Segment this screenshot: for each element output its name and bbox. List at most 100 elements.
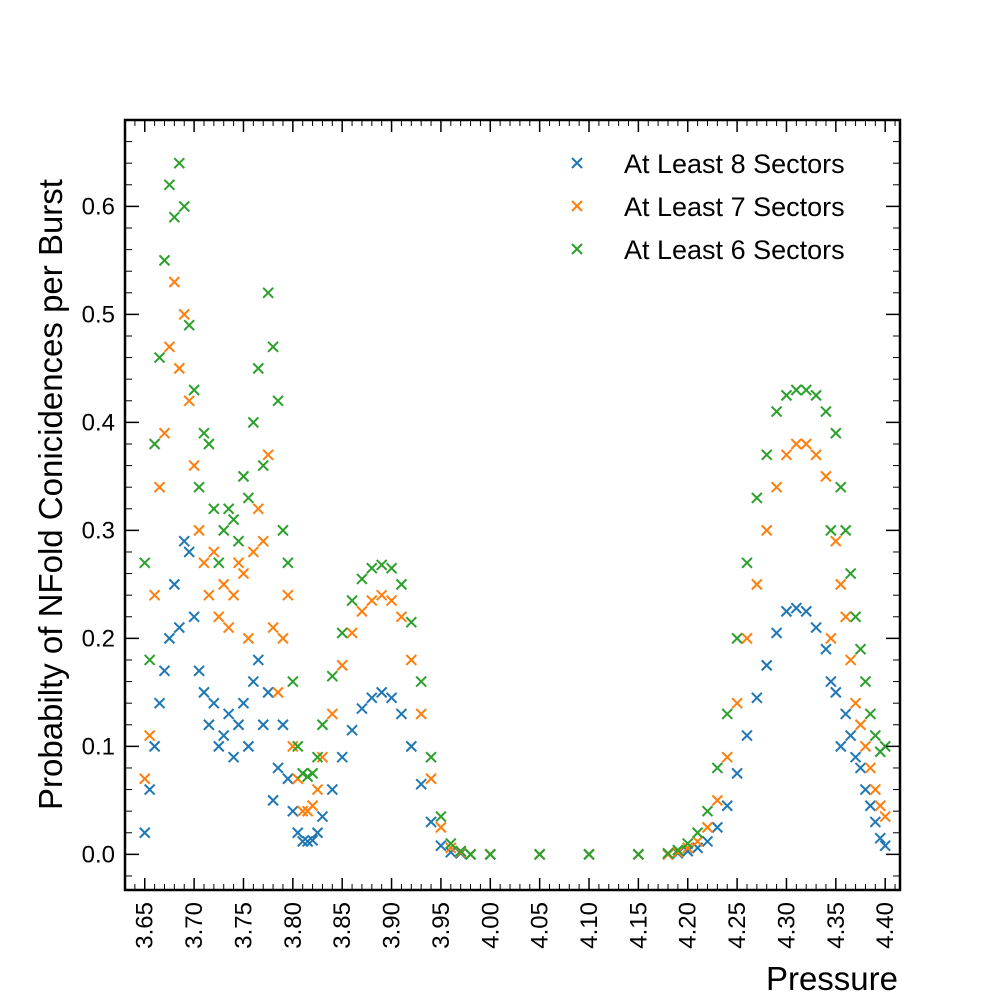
data-point (632, 848, 645, 861)
data-point (213, 611, 225, 623)
data-point (252, 503, 264, 515)
data-point (780, 389, 793, 402)
data-point (227, 589, 240, 601)
data-point (301, 770, 314, 783)
data-point (761, 659, 773, 672)
data-point (218, 578, 230, 591)
legend: At Least 8 Sectors At Least 7 Sectors At L… (571, 149, 845, 265)
data-point (825, 675, 837, 688)
x-tick-label: 3.80 (280, 902, 307, 949)
data-point (272, 686, 284, 699)
x-tick-label: 3.95 (428, 902, 455, 949)
data-point (849, 697, 862, 709)
data-point (326, 670, 339, 682)
data-point (282, 589, 294, 601)
y-tick-label: 0.2 (82, 625, 115, 652)
data-point (820, 405, 832, 418)
data-point (741, 729, 753, 742)
data-point (213, 557, 225, 569)
data-point (178, 200, 190, 213)
data-point (425, 816, 437, 828)
data-point (257, 459, 269, 472)
x-tick-label: 4.25 (724, 902, 751, 949)
data-point (287, 805, 299, 817)
data-point (237, 470, 250, 483)
data-point (183, 395, 195, 407)
data-point (227, 751, 240, 763)
x-tick-label: 3.65 (132, 902, 159, 949)
x-tick-label: 4.30 (773, 902, 800, 949)
data-point (835, 740, 847, 753)
data-point (721, 751, 733, 763)
data-point (287, 675, 299, 688)
data-point (296, 835, 309, 848)
data-point (375, 559, 388, 571)
data-point (583, 848, 595, 861)
data-point (282, 557, 294, 569)
data-point (173, 362, 186, 375)
data-point (208, 546, 220, 558)
data-point (425, 773, 437, 785)
data-point (691, 835, 704, 848)
data-point (336, 751, 348, 763)
data-point (879, 740, 891, 753)
data-point (454, 845, 467, 857)
data-point (148, 589, 161, 601)
data-point (864, 708, 877, 720)
data-point (721, 800, 733, 812)
data-point (825, 632, 837, 645)
data-point (222, 708, 235, 720)
data-point (849, 751, 862, 763)
data-point (296, 767, 309, 780)
data-point (282, 773, 294, 785)
data-point (385, 562, 398, 574)
data-point (731, 767, 743, 780)
x-tick-label: 4.10 (576, 902, 603, 949)
data-point (247, 675, 260, 688)
data-point (227, 513, 240, 526)
data-point (267, 341, 279, 353)
data-point (257, 535, 269, 547)
data-point (780, 449, 793, 461)
data-point (356, 702, 368, 715)
data-point (854, 762, 867, 774)
data-point (751, 578, 763, 591)
data-point (874, 832, 886, 844)
data-point (790, 438, 803, 450)
data-point (385, 692, 398, 704)
data-point (183, 546, 195, 558)
data-point (311, 751, 324, 763)
data-point (183, 319, 195, 331)
data-point (208, 697, 220, 709)
data-point (672, 844, 684, 856)
data-point (232, 719, 245, 731)
data-point (237, 567, 250, 580)
legend-label: At Least 6 Sectors (624, 235, 845, 265)
data-point (252, 654, 264, 666)
data-point (346, 724, 358, 736)
data-point (741, 557, 753, 569)
data-point (839, 611, 852, 623)
data-point (445, 837, 457, 850)
data-point (193, 665, 205, 677)
data-point (761, 449, 773, 461)
data-point (810, 621, 822, 634)
data-point (311, 783, 324, 796)
data-point (292, 827, 304, 839)
data-point (213, 740, 225, 753)
data-point (139, 827, 151, 839)
data-point (277, 719, 289, 731)
series-3 (139, 157, 891, 861)
data-point (415, 675, 427, 688)
data-point (691, 827, 704, 839)
data-point (173, 157, 186, 169)
data-point (292, 740, 304, 753)
data-point (346, 594, 358, 607)
data-point (711, 821, 724, 834)
data-point (163, 341, 176, 353)
data-point (874, 800, 886, 812)
data-point (854, 643, 867, 655)
data-point (405, 740, 418, 753)
data-point (346, 627, 358, 639)
data-point (257, 719, 269, 731)
